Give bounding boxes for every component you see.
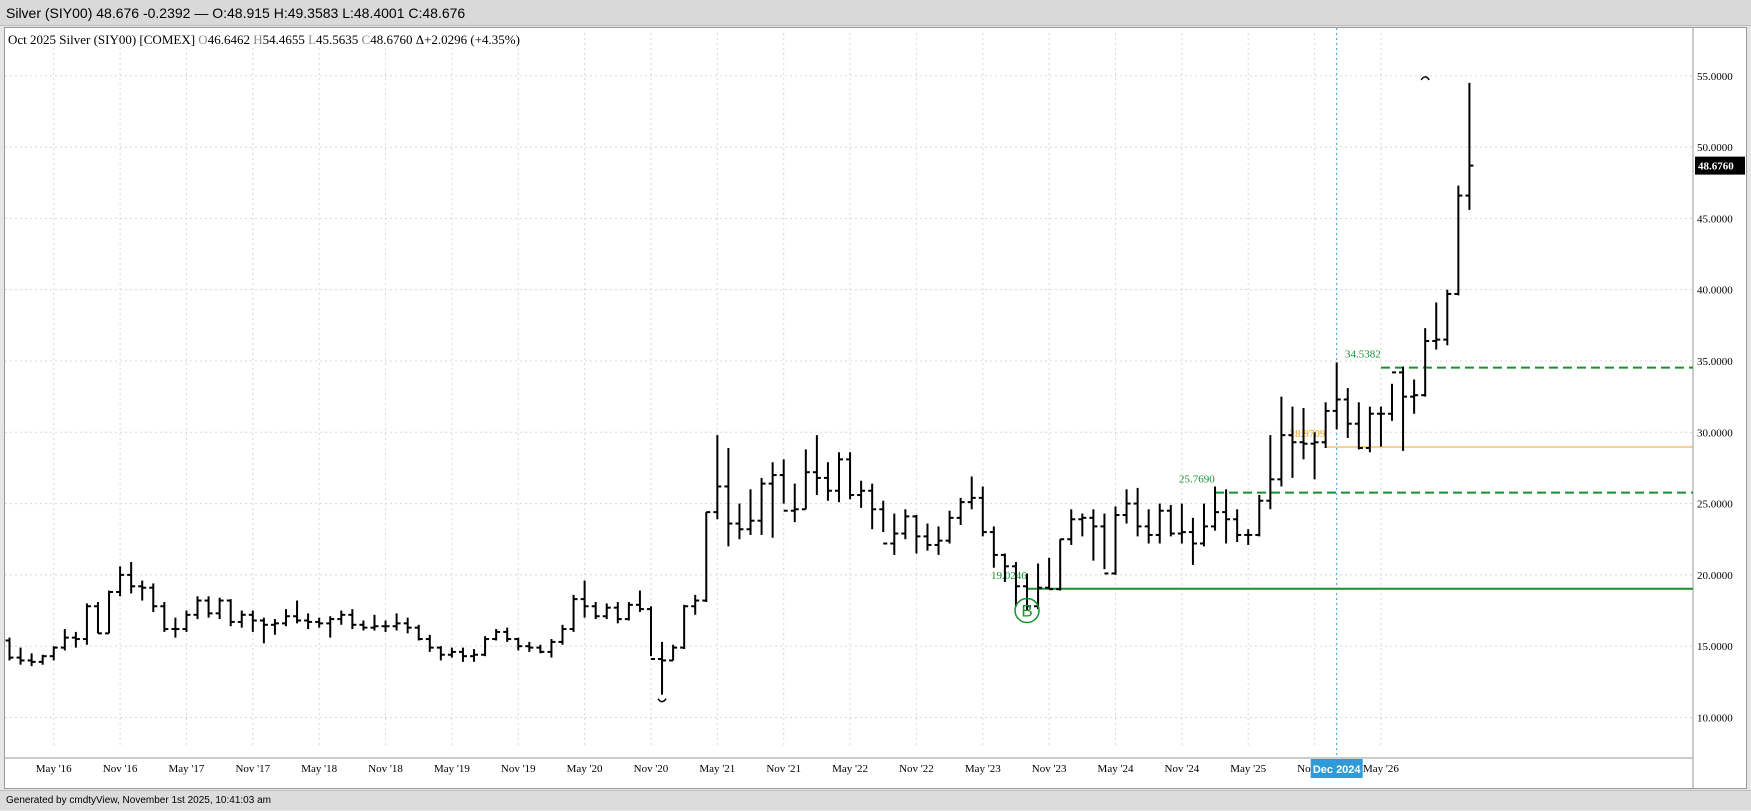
legend-open-key: O (198, 32, 208, 47)
x-tick-label: May '24 (1098, 763, 1134, 775)
legend-open-value: 46.6462 (207, 32, 250, 47)
x-tick-label: May '20 (567, 763, 603, 775)
x-tick-label: Nov '22 (899, 763, 934, 775)
x-tick-label: May '23 (965, 763, 1001, 775)
y-tick-label: 15.0000 (1697, 641, 1733, 653)
level-label: 25.7690 (1179, 474, 1215, 486)
y-tick-label: 20.0000 (1697, 570, 1733, 582)
y-tick-label: 50.0000 (1697, 142, 1733, 154)
crosshair-date-tag (1310, 759, 1363, 778)
x-tick-label: May '21 (699, 763, 735, 775)
x-tick-label: Nov '17 (235, 763, 270, 775)
swing-mark (1420, 76, 1430, 81)
swing-mark (657, 698, 667, 703)
legend-close-value: 48.6760 (370, 32, 413, 47)
x-tick-label: May '22 (832, 763, 868, 775)
chart-legend: Oct 2025 Silver (SIY00) [COMEX] O46.6462… (8, 32, 520, 48)
footer-text: Generated by cmdtyView, November 1st 202… (6, 795, 271, 806)
legend-low-key: L (308, 32, 317, 47)
x-tick-label: Nov '18 (368, 763, 403, 775)
chart-title: Silver (SIY00) 48.676 -0.2392 — O:48.915… (6, 5, 466, 21)
y-tick-label: 40.0000 (1697, 285, 1733, 297)
x-tick-label: May '18 (301, 763, 337, 775)
x-tick-label: May '19 (434, 763, 470, 775)
legend-low-value: 45.5635 (316, 32, 359, 47)
x-tick-label: Nov '24 (1165, 763, 1200, 775)
x-tick-label: May '17 (169, 763, 205, 775)
x-tick-label: Nov '23 (1032, 763, 1067, 775)
legend-close-key: C (361, 32, 371, 47)
crosshair-date-label: Dec 2024 (1313, 764, 1362, 776)
legend-change: Δ+2.0296 (+4.35%) (415, 32, 520, 47)
buy-signal-label: B (1021, 602, 1032, 621)
chart-frame[interactable]: 10.0000 15.0000 20.0000 25.0000 30.0000 35.00… (4, 27, 1747, 789)
x-tick-label: Nov '19 (501, 763, 536, 775)
level-label: 34.5382 (1345, 349, 1381, 361)
legend-symbol: Oct 2025 Silver (SIY00) [COMEX] (8, 32, 196, 47)
y-tick-label: 55.0000 (1697, 71, 1733, 83)
legend-high-key: H (253, 32, 263, 47)
x-tick-label: Nov '21 (766, 763, 801, 775)
y-tick-label: 10.0000 (1697, 712, 1733, 724)
x-tick-label: May '25 (1230, 763, 1266, 775)
x-tick-label: Nov '16 (103, 763, 138, 775)
last-price-label: 48.6760 (1698, 161, 1734, 173)
y-tick-label: 35.0000 (1697, 356, 1733, 368)
buy-signal-marker (1014, 597, 1040, 624)
chart-title-bar: Silver (SIY00) 48.676 -0.2392 — O:48.915… (0, 0, 1751, 26)
legend-high-value: 54.4655 (262, 32, 305, 47)
level-label: 19.0246 (991, 570, 1027, 582)
footer: Generated by cmdtyView, November 1st 202… (0, 790, 1751, 810)
price-chart[interactable]: 10.0000 15.0000 20.0000 25.0000 30.0000 35.00… (5, 28, 1746, 788)
x-tick-label: May '16 (36, 763, 72, 775)
y-tick-label: 45.0000 (1697, 213, 1733, 225)
y-tick-label: 25.0000 (1697, 499, 1733, 511)
x-tick-label: May '26 (1363, 763, 1399, 775)
x-tick-label: Nov '20 (634, 763, 669, 775)
level-label: 28.9709 (1290, 428, 1326, 440)
last-price-tag (1695, 156, 1745, 175)
y-tick-label: 30.0000 (1697, 427, 1733, 439)
